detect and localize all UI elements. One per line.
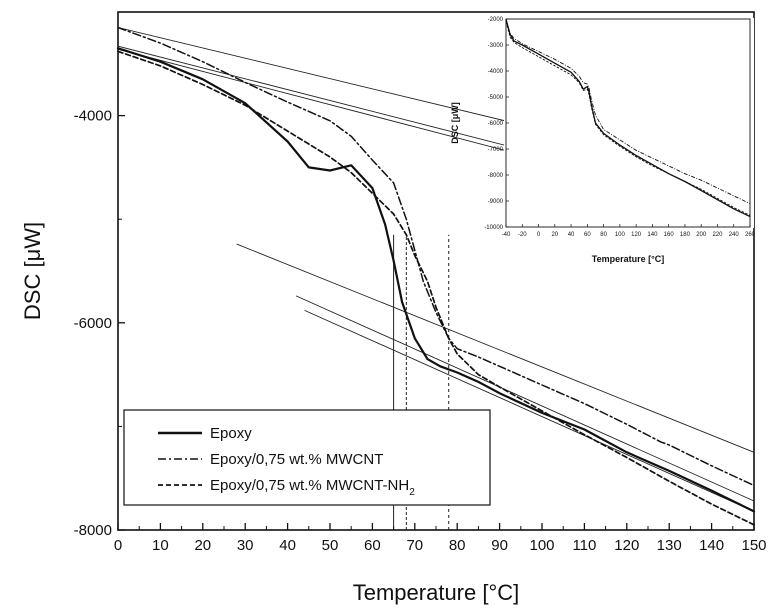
inset-x-tick-label-0: 0 <box>537 232 541 238</box>
inset-x-tick-label-260: 260 <box>745 232 756 238</box>
x-tick-label-120: 120 <box>614 537 639 554</box>
tangent-line-6 <box>304 309 755 512</box>
legend-label-mwcnt: Epoxy/0,75 wt.% MWCNT <box>210 451 383 468</box>
tangent-line-5 <box>295 295 755 502</box>
legend-box <box>123 409 491 506</box>
inset-background <box>504 18 754 228</box>
inset-x-tick-label-40: 40 <box>568 232 575 238</box>
legend: Epoxy Epoxy/0,75 wt.% MWCNT Epoxy/0,75 w… <box>123 409 491 506</box>
inset-x-tick-label-240: 240 <box>729 232 740 238</box>
inset-y-tick-label--10000: -10000 <box>484 225 503 231</box>
x-tick-label-60: 60 <box>364 537 381 554</box>
series-line-1 <box>116 47 756 513</box>
x-axis-title: Temperature [°C] <box>353 580 520 605</box>
x-tick-label-100: 100 <box>529 537 554 554</box>
inset-x-tick-label--20: -20 <box>518 232 527 238</box>
inset-y-axis-title: DSC [μW] <box>450 102 460 144</box>
inset-x-tick-label-180: 180 <box>680 232 691 238</box>
tangent-line-4 <box>236 243 755 453</box>
inset-x-tick-label-80: 80 <box>600 232 607 238</box>
inset-x-tick-label-160: 160 <box>664 232 675 238</box>
inset-y-tick-label--4000: -4000 <box>488 69 504 75</box>
y-axis-ticks: -4000 -6000 -8000 <box>74 11 125 539</box>
x-axis-ticks: 0 10 20 30 40 50 60 70 80 90 100 110 120 130 140 150 <box>114 523 767 554</box>
inset-x-tick-label-60: 60 <box>584 232 591 238</box>
inset-x-tick-label-200: 200 <box>696 232 707 238</box>
x-tick-label-70: 70 <box>406 537 423 554</box>
inset-series-line-3 <box>505 21 751 216</box>
x-tick-label-150: 150 <box>741 537 766 554</box>
x-tick-label-140: 140 <box>699 537 724 554</box>
x-tick-label-30: 30 <box>237 537 254 554</box>
y-axis-title: DSC [μW] <box>20 222 45 320</box>
y-tick-label--6000: -6000 <box>74 315 112 332</box>
inset-y-tick-label--5000: -5000 <box>488 95 504 101</box>
inset-series-line-2 <box>505 20 751 205</box>
legend-label-mwcnt-nh2: Epoxy/0,75 wt.% MWCNT-NH2 <box>210 477 415 498</box>
inset-y-tick-label--6000: -6000 <box>488 121 504 127</box>
x-tick-label-40: 40 <box>279 537 296 554</box>
series-line-2 <box>117 26 755 487</box>
x-tick-label-10: 10 <box>152 537 169 554</box>
inset-x-tick-label-100: 100 <box>615 232 626 238</box>
inset-x-tick-label-20: 20 <box>551 232 558 238</box>
inset-y-tick-label--7000: -7000 <box>488 147 504 153</box>
y-tick-label--8000: -8000 <box>74 522 112 539</box>
main-series <box>116 26 756 526</box>
inset-x-tick-label-220: 220 <box>712 232 723 238</box>
x-tick-label-80: 80 <box>449 537 466 554</box>
legend-label-epoxy: Epoxy <box>210 425 252 442</box>
inset-x-tick-label-140: 140 <box>647 232 658 238</box>
inset-y-tick-label--9000: -9000 <box>488 199 504 205</box>
legend-label-mwcnt-nh2-subscript: 2 <box>409 487 415 498</box>
main-plot: 0 10 20 30 40 50 60 70 80 90 100 110 120 130 140 150 -4… <box>20 11 767 605</box>
x-tick-label-130: 130 <box>657 537 682 554</box>
x-tick-label-90: 90 <box>491 537 508 554</box>
inset-plot: -40 -20 0 20 40 60 80 100 120 140 160 180 200 220 240 2… <box>450 17 756 264</box>
inset-x-axis-ticks: -40 -20 0 20 40 60 80 100 120 140 160 180 200 220 240 2… <box>502 224 756 238</box>
inset-x-axis-title: Temperature [°C] <box>592 254 664 264</box>
inset-y-tick-label--2000: -2000 <box>488 17 504 23</box>
x-tick-label-110: 110 <box>572 537 596 554</box>
inset-y-tick-label--8000: -8000 <box>488 173 504 179</box>
y-tick-label--4000: -4000 <box>74 108 112 125</box>
x-tick-label-20: 20 <box>194 537 211 554</box>
inset-series <box>505 18 751 218</box>
series-line-3 <box>117 50 755 526</box>
legend-label-mwcnt-nh2-main: Epoxy/0,75 wt.% MWCNT-NH <box>210 477 409 494</box>
inset-x-tick-label-120: 120 <box>631 232 642 238</box>
inset-y-tick-label--3000: -3000 <box>488 43 504 49</box>
x-tick-label-0: 0 <box>114 537 122 554</box>
x-tick-label-50: 50 <box>322 537 339 554</box>
inset-x-tick-label--40: -40 <box>502 232 511 238</box>
inset-y-axis-ticks: -2000 -3000 -4000 -5000 -6000 -7000 -8000 -9000… <box>484 17 509 231</box>
